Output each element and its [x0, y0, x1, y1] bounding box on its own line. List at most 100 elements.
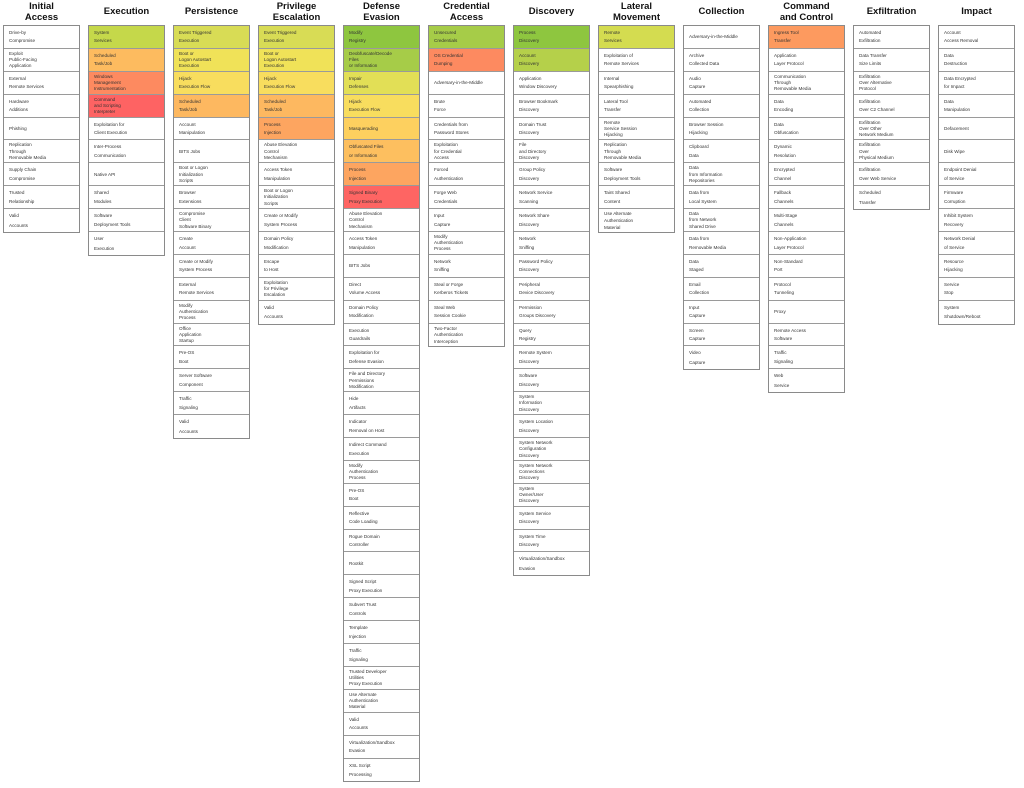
- technique-cell-boot-or-logon-initialization-scripts[interactable]: Boot or Logon Initialization Scripts: [174, 163, 249, 187]
- technique-cell-use-alternate-authentication-material[interactable]: Use Alternate Authentication Material: [599, 209, 674, 232]
- technique-cell-pre-os-boot[interactable]: Pre-OS Boot: [174, 346, 249, 370]
- technique-cell-create-or-modify-system-process[interactable]: Create or Modify System Process: [174, 255, 249, 278]
- technique-cell-create-or-modify-system-process[interactable]: Create or Modify System Process: [259, 209, 334, 233]
- technique-cell-boot-or-logon-autostart-execution[interactable]: Boot or Logon Autostart Execution: [259, 48, 334, 72]
- technique-cell-process-injection[interactable]: Process Injection: [344, 163, 419, 187]
- technique-cell-modify-authentication-process[interactable]: Modify Authentication Process: [174, 301, 249, 324]
- technique-cell-account-manipulation[interactable]: Account Manipulation: [174, 118, 249, 141]
- technique-cell-valid-accounts[interactable]: Valid Accounts: [4, 209, 79, 232]
- technique-cell-forge-web-credentials[interactable]: Forge Web Credentials: [429, 186, 504, 210]
- technique-cell-modify-authentication-process[interactable]: Modify Authentication Process: [429, 232, 504, 255]
- technique-cell-indirect-command-execution[interactable]: Indirect Command Execution: [344, 438, 419, 461]
- technique-cell-data-obfuscation[interactable]: Data Obfuscation: [769, 118, 844, 141]
- technique-cell-signed-script-proxy-execution[interactable]: Signed Script Proxy Execution: [344, 575, 419, 599]
- technique-cell-network-denial-of-service[interactable]: Network Denial of Service: [939, 232, 1014, 255]
- technique-cell-supply-chain-compromise[interactable]: Supply Chain Compromise: [4, 163, 79, 187]
- technique-cell-abuse-elevation-control-mechanism[interactable]: Abuse Elevation Control Mechanism: [344, 209, 419, 233]
- technique-cell-ingress-tool-transfer[interactable]: Ingress Tool Transfer: [769, 26, 844, 49]
- technique-cell-bits-jobs[interactable]: BITS Jobs: [344, 255, 419, 278]
- technique-cell-direct-volume-access[interactable]: Direct Volume Access: [344, 278, 419, 301]
- technique-cell-email-collection[interactable]: Email Collection: [684, 278, 759, 301]
- technique-cell-data-from-network-shared-drive[interactable]: Data from Network Shared Drive: [684, 209, 759, 233]
- technique-cell-multi-stage-channels[interactable]: Multi-Stage Channels: [769, 209, 844, 233]
- technique-cell-data-manipulation[interactable]: Data Manipulation: [939, 95, 1014, 118]
- technique-cell-drive-by-compromise[interactable]: Drive-by Compromise: [4, 26, 79, 49]
- technique-cell-scheduled-task-job[interactable]: Scheduled Task/Job: [259, 94, 334, 118]
- technique-cell-event-triggered-execution[interactable]: Event Triggered Execution: [259, 26, 334, 49]
- technique-cell-file-and-directory-permissions-modification[interactable]: File and Directory Permissions Modificatio…: [344, 369, 419, 393]
- technique-cell-create-account[interactable]: Create Account: [174, 232, 249, 255]
- technique-cell-browser-extensions[interactable]: Browser Extensions: [174, 186, 249, 210]
- technique-cell-automated-collection[interactable]: Automated Collection: [684, 95, 759, 118]
- technique-cell-phishing[interactable]: Phishing: [4, 118, 79, 141]
- technique-cell-software-deployment-tools[interactable]: Software Deployment Tools: [89, 209, 164, 233]
- technique-cell-proxy[interactable]: Proxy: [769, 301, 844, 324]
- technique-cell-input-capture[interactable]: Input Capture: [429, 209, 504, 233]
- technique-cell-indicator-removal-on-host[interactable]: Indicator Removal on Host: [344, 415, 419, 439]
- technique-cell-firmware-corruption[interactable]: Firmware Corruption: [939, 186, 1014, 210]
- technique-cell-password-policy-discovery[interactable]: Password Policy Discovery: [514, 255, 589, 278]
- technique-cell-fallback-channels[interactable]: Fallback Channels: [769, 186, 844, 210]
- technique-cell-clipboard-data[interactable]: Clipboard Data: [684, 140, 759, 164]
- technique-cell-server-software-component[interactable]: Server Software Component: [174, 369, 249, 393]
- technique-cell-modify-registry[interactable]: Modify Registry: [344, 26, 419, 49]
- technique-cell-execution-guardrails[interactable]: Execution Guardrails: [344, 324, 419, 347]
- technique-cell-shared-modules[interactable]: Shared Modules: [89, 186, 164, 210]
- technique-cell-lateral-tool-transfer[interactable]: Lateral Tool Transfer: [599, 95, 674, 118]
- technique-cell-use-alternate-authentication-material[interactable]: Use Alternate Authentication Material: [344, 690, 419, 713]
- technique-cell-exploitation-for-privilege-escalation[interactable]: Exploitation for Privilege Escalation: [259, 278, 334, 301]
- technique-cell-communication-through-removable-media[interactable]: Communication Through Removable Media: [769, 72, 844, 95]
- technique-cell-data-transfer-size-limits[interactable]: Data Transfer Size Limits: [854, 49, 929, 72]
- technique-cell-process-injection[interactable]: Process Injection: [259, 117, 334, 141]
- technique-cell-valid-accounts[interactable]: Valid Accounts: [344, 713, 419, 736]
- technique-cell-system-time-discovery[interactable]: System Time Discovery: [514, 530, 589, 553]
- technique-cell-service-stop[interactable]: Service Stop: [939, 278, 1014, 301]
- technique-cell-abuse-elevation-control-mechanism[interactable]: Abuse Elevation Control Mechanism: [259, 140, 334, 164]
- technique-cell-exfiltration-over-alternative-protocol[interactable]: Exfiltration Over Alternative Protocol: [854, 72, 929, 95]
- technique-cell-event-triggered-execution[interactable]: Event Triggered Execution: [174, 26, 249, 49]
- technique-cell-domain-policy-modification[interactable]: Domain Policy Modification: [259, 232, 334, 255]
- technique-cell-network-sniffing[interactable]: Network Sniffing: [429, 255, 504, 278]
- technique-cell-application-window-discovery[interactable]: Application Window Discovery: [514, 72, 589, 95]
- technique-cell-remote-service-session-hijacking[interactable]: Remote Service Session Hijacking: [599, 118, 674, 141]
- technique-cell-account-access-removal[interactable]: Account Access Removal: [939, 26, 1014, 49]
- technique-cell-encrypted-channel[interactable]: Encrypted Channel: [769, 163, 844, 187]
- technique-cell-data-encoding[interactable]: Data Encoding: [769, 95, 844, 118]
- technique-cell-valid-accounts[interactable]: Valid Accounts: [174, 415, 249, 438]
- technique-cell-trusted-relationship[interactable]: Trusted Relationship: [4, 186, 79, 210]
- technique-cell-virtualization-sandbox-evasion[interactable]: Virtualization/Sandbox Evasion: [344, 736, 419, 759]
- technique-cell-replication-through-removable-media[interactable]: Replication Through Removable Media: [599, 140, 674, 164]
- technique-cell-inter-process-communication[interactable]: Inter-Process Communication: [89, 140, 164, 164]
- technique-cell-scheduled-task-job[interactable]: Scheduled Task/Job: [174, 94, 249, 118]
- technique-cell-hardware-additions[interactable]: Hardware Additions: [4, 95, 79, 118]
- technique-cell-adversary-in-the-middle[interactable]: Adversary-in-the-Middle: [684, 26, 759, 49]
- technique-cell-modify-authentication-process[interactable]: Modify Authentication Process: [344, 461, 419, 484]
- technique-cell-exfiltration-over-web-service[interactable]: Exfiltration Over Web Service: [854, 163, 929, 187]
- technique-cell-bits-jobs[interactable]: BITS Jobs: [174, 140, 249, 164]
- technique-cell-system-shutdown-reboot[interactable]: System Shutdown/Reboot: [939, 301, 1014, 324]
- technique-cell-template-injection[interactable]: Template Injection: [344, 621, 419, 645]
- technique-cell-brute-force[interactable]: Brute Force: [429, 95, 504, 118]
- technique-cell-rogue-domain-controller[interactable]: Rogue Domain Controller: [344, 530, 419, 553]
- technique-cell-escape-to-host[interactable]: Escape to Host: [259, 255, 334, 278]
- technique-cell-compromise-client-software-binary[interactable]: Compromise Client Software Binary: [174, 209, 249, 233]
- technique-cell-data-encrypted-for-impact[interactable]: Data Encrypted for Impact: [939, 72, 1014, 95]
- technique-cell-external-remote-services[interactable]: External Remote Services: [174, 278, 249, 301]
- technique-cell-exfiltration-over-other-network-medium[interactable]: Exfiltration Over Other Network Medium: [854, 118, 929, 141]
- technique-cell-windows-management-instrumentation[interactable]: Windows Management Instrumentation: [89, 71, 164, 95]
- technique-cell-two-factor-authentication-interception[interactable]: Two-Factor Authentication Interception: [429, 324, 504, 347]
- technique-cell-adversary-in-the-middle[interactable]: Adversary-in-the-Middle: [429, 72, 504, 95]
- technique-cell-domain-policy-modification[interactable]: Domain Policy Modification: [344, 301, 419, 324]
- technique-cell-query-registry[interactable]: Query Registry: [514, 324, 589, 347]
- technique-cell-disk-wipe[interactable]: Disk Wipe: [939, 140, 1014, 164]
- technique-cell-remote-services[interactable]: Remote Services: [599, 26, 674, 49]
- technique-cell-network-share-discovery[interactable]: Network Share Discovery: [514, 209, 589, 233]
- technique-cell-exploitation-of-remote-services[interactable]: Exploitation of Remote Services: [599, 49, 674, 72]
- technique-cell-group-policy-discovery[interactable]: Group Policy Discovery: [514, 163, 589, 187]
- technique-cell-credentials-from-password-stores[interactable]: Credentials from Password Stores: [429, 118, 504, 141]
- technique-cell-endpoint-denial-of-service[interactable]: Endpoint Denial of Service: [939, 163, 1014, 187]
- technique-cell-system-information-discovery[interactable]: System Information Discovery: [514, 392, 589, 416]
- technique-cell-domain-trust-discovery[interactable]: Domain Trust Discovery: [514, 118, 589, 141]
- technique-cell-os-credential-dumping[interactable]: OS Credential Dumping: [429, 48, 504, 72]
- technique-cell-office-application-startup[interactable]: Office Application Startup: [174, 324, 249, 347]
